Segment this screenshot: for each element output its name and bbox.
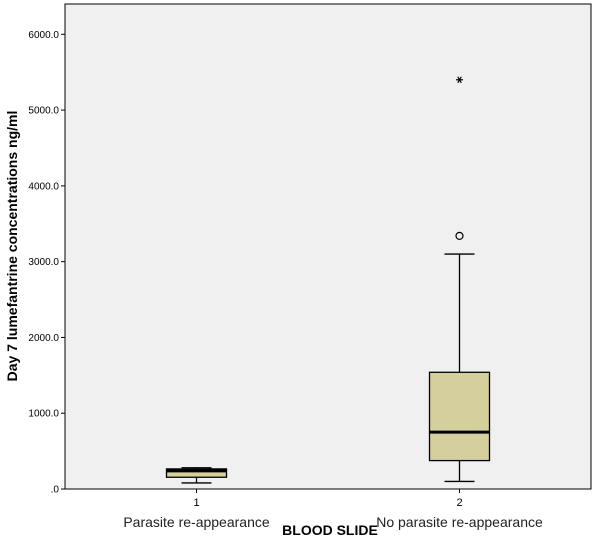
y-tick-label: 6000.0 (28, 30, 59, 41)
outlier-marker (455, 231, 464, 240)
plot-area-background (64, 3, 592, 490)
extreme-marker-stroke (457, 76, 462, 84)
category-label: No parasite re-appearance (376, 514, 543, 530)
y-tick-label: 3000.0 (28, 257, 59, 268)
y-axis: .0 1000.0 2000.0 3000.0 4000.0 5000.0 6000.0 (28, 30, 65, 496)
iqr-box (428, 371, 491, 462)
x-axis: 1 Parasite re-appearance 2 No parasite re-a… (123, 489, 543, 530)
category-label: Parasite re-appearance (123, 514, 270, 530)
y-tick-label: 2000.0 (28, 333, 59, 344)
extreme-marker (456, 76, 463, 84)
y-tick-label: 5000.0 (28, 106, 59, 117)
iqr-box (165, 468, 228, 478)
y-axis-title: Day 7 lumefantrine concentrations ng/ml (4, 111, 20, 382)
box-1 (165, 467, 228, 484)
y-tick-label: 1000.0 (28, 409, 59, 420)
x-tick-label: 1 (193, 497, 199, 509)
box-2 (428, 76, 491, 483)
box-group (165, 76, 491, 484)
y-tick-label: .0 (51, 485, 60, 496)
x-axis-title: BLOOD SLIDE (282, 522, 378, 538)
x-tick-label: 2 (456, 497, 462, 509)
y-tick-label: 4000.0 (28, 181, 59, 192)
